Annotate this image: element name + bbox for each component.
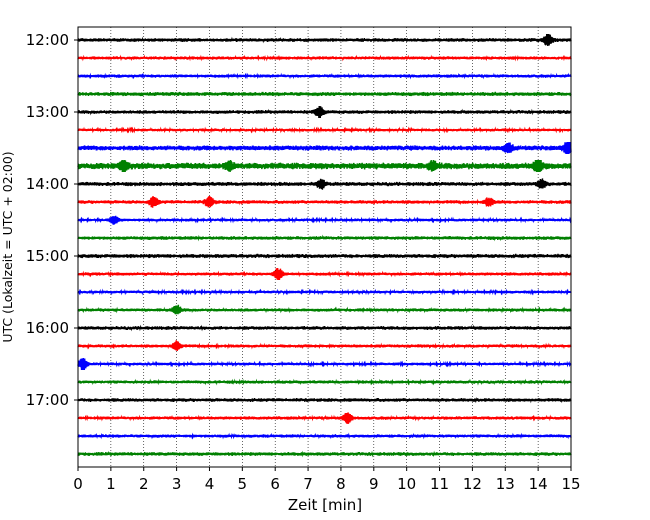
x-tick-label: 15	[561, 475, 580, 493]
trace-line	[77, 141, 572, 155]
trace-line	[77, 450, 572, 458]
y-axis-label: UTC (Lokalzeit = UTC + 02:00)	[0, 151, 15, 342]
trace-line	[77, 412, 572, 424]
trace-line	[77, 91, 572, 97]
y-tick-label: 13:00	[26, 103, 69, 121]
trace-line	[77, 357, 572, 371]
x-tick-label: 13	[496, 475, 515, 493]
x-tick-label: 4	[205, 475, 215, 493]
trace-line	[77, 195, 572, 208]
x-tick-label: 11	[430, 475, 449, 493]
trace-line	[77, 234, 572, 242]
y-axis-ticks: 12:00 13:00 14:00 15:00 16:00 17:00	[26, 31, 78, 409]
trace-group	[77, 33, 572, 458]
trace-line	[77, 432, 572, 440]
trace-line	[77, 105, 572, 119]
trace-line	[77, 72, 572, 80]
trace-line	[77, 396, 572, 404]
grid-lines	[110, 27, 539, 467]
x-tick-label: 12	[463, 475, 482, 493]
trace-line	[77, 253, 572, 259]
trace-line	[77, 340, 572, 352]
x-tick-label: 7	[303, 475, 313, 493]
trace-line	[77, 304, 572, 315]
trace-line	[77, 178, 572, 190]
trace-line	[77, 215, 572, 225]
trace-line	[77, 378, 572, 386]
trace-line	[77, 159, 572, 173]
x-tick-label: 10	[397, 475, 416, 493]
trace-line	[77, 126, 572, 134]
x-axis-ticks: 0 1 2 3 4 5 6 7 8 9 10 11 12 13 14 15	[73, 467, 581, 493]
y-tick-label: 12:00	[26, 31, 69, 49]
y-tick-label: 14:00	[26, 175, 69, 193]
trace-line	[77, 33, 572, 47]
x-tick-label: 6	[270, 475, 280, 493]
x-tick-label: 5	[238, 475, 248, 493]
trace-line	[77, 54, 572, 62]
plot-frame	[77, 26, 572, 468]
trace-line	[77, 324, 572, 332]
y-tick-label: 15:00	[26, 247, 69, 265]
trace-line	[77, 267, 572, 281]
x-tick-label: 1	[106, 475, 116, 493]
y-tick-label: 17:00	[26, 391, 69, 409]
x-tick-label: 2	[139, 475, 149, 493]
trace-line	[77, 288, 572, 296]
y-tick-label: 16:00	[26, 319, 69, 337]
x-axis-label: Zeit [min]	[288, 496, 362, 514]
x-tick-label: 3	[172, 475, 182, 493]
x-tick-label: 14	[529, 475, 548, 493]
x-tick-label: 9	[369, 475, 379, 493]
x-tick-label: 0	[73, 475, 83, 493]
x-tick-label: 8	[336, 475, 346, 493]
